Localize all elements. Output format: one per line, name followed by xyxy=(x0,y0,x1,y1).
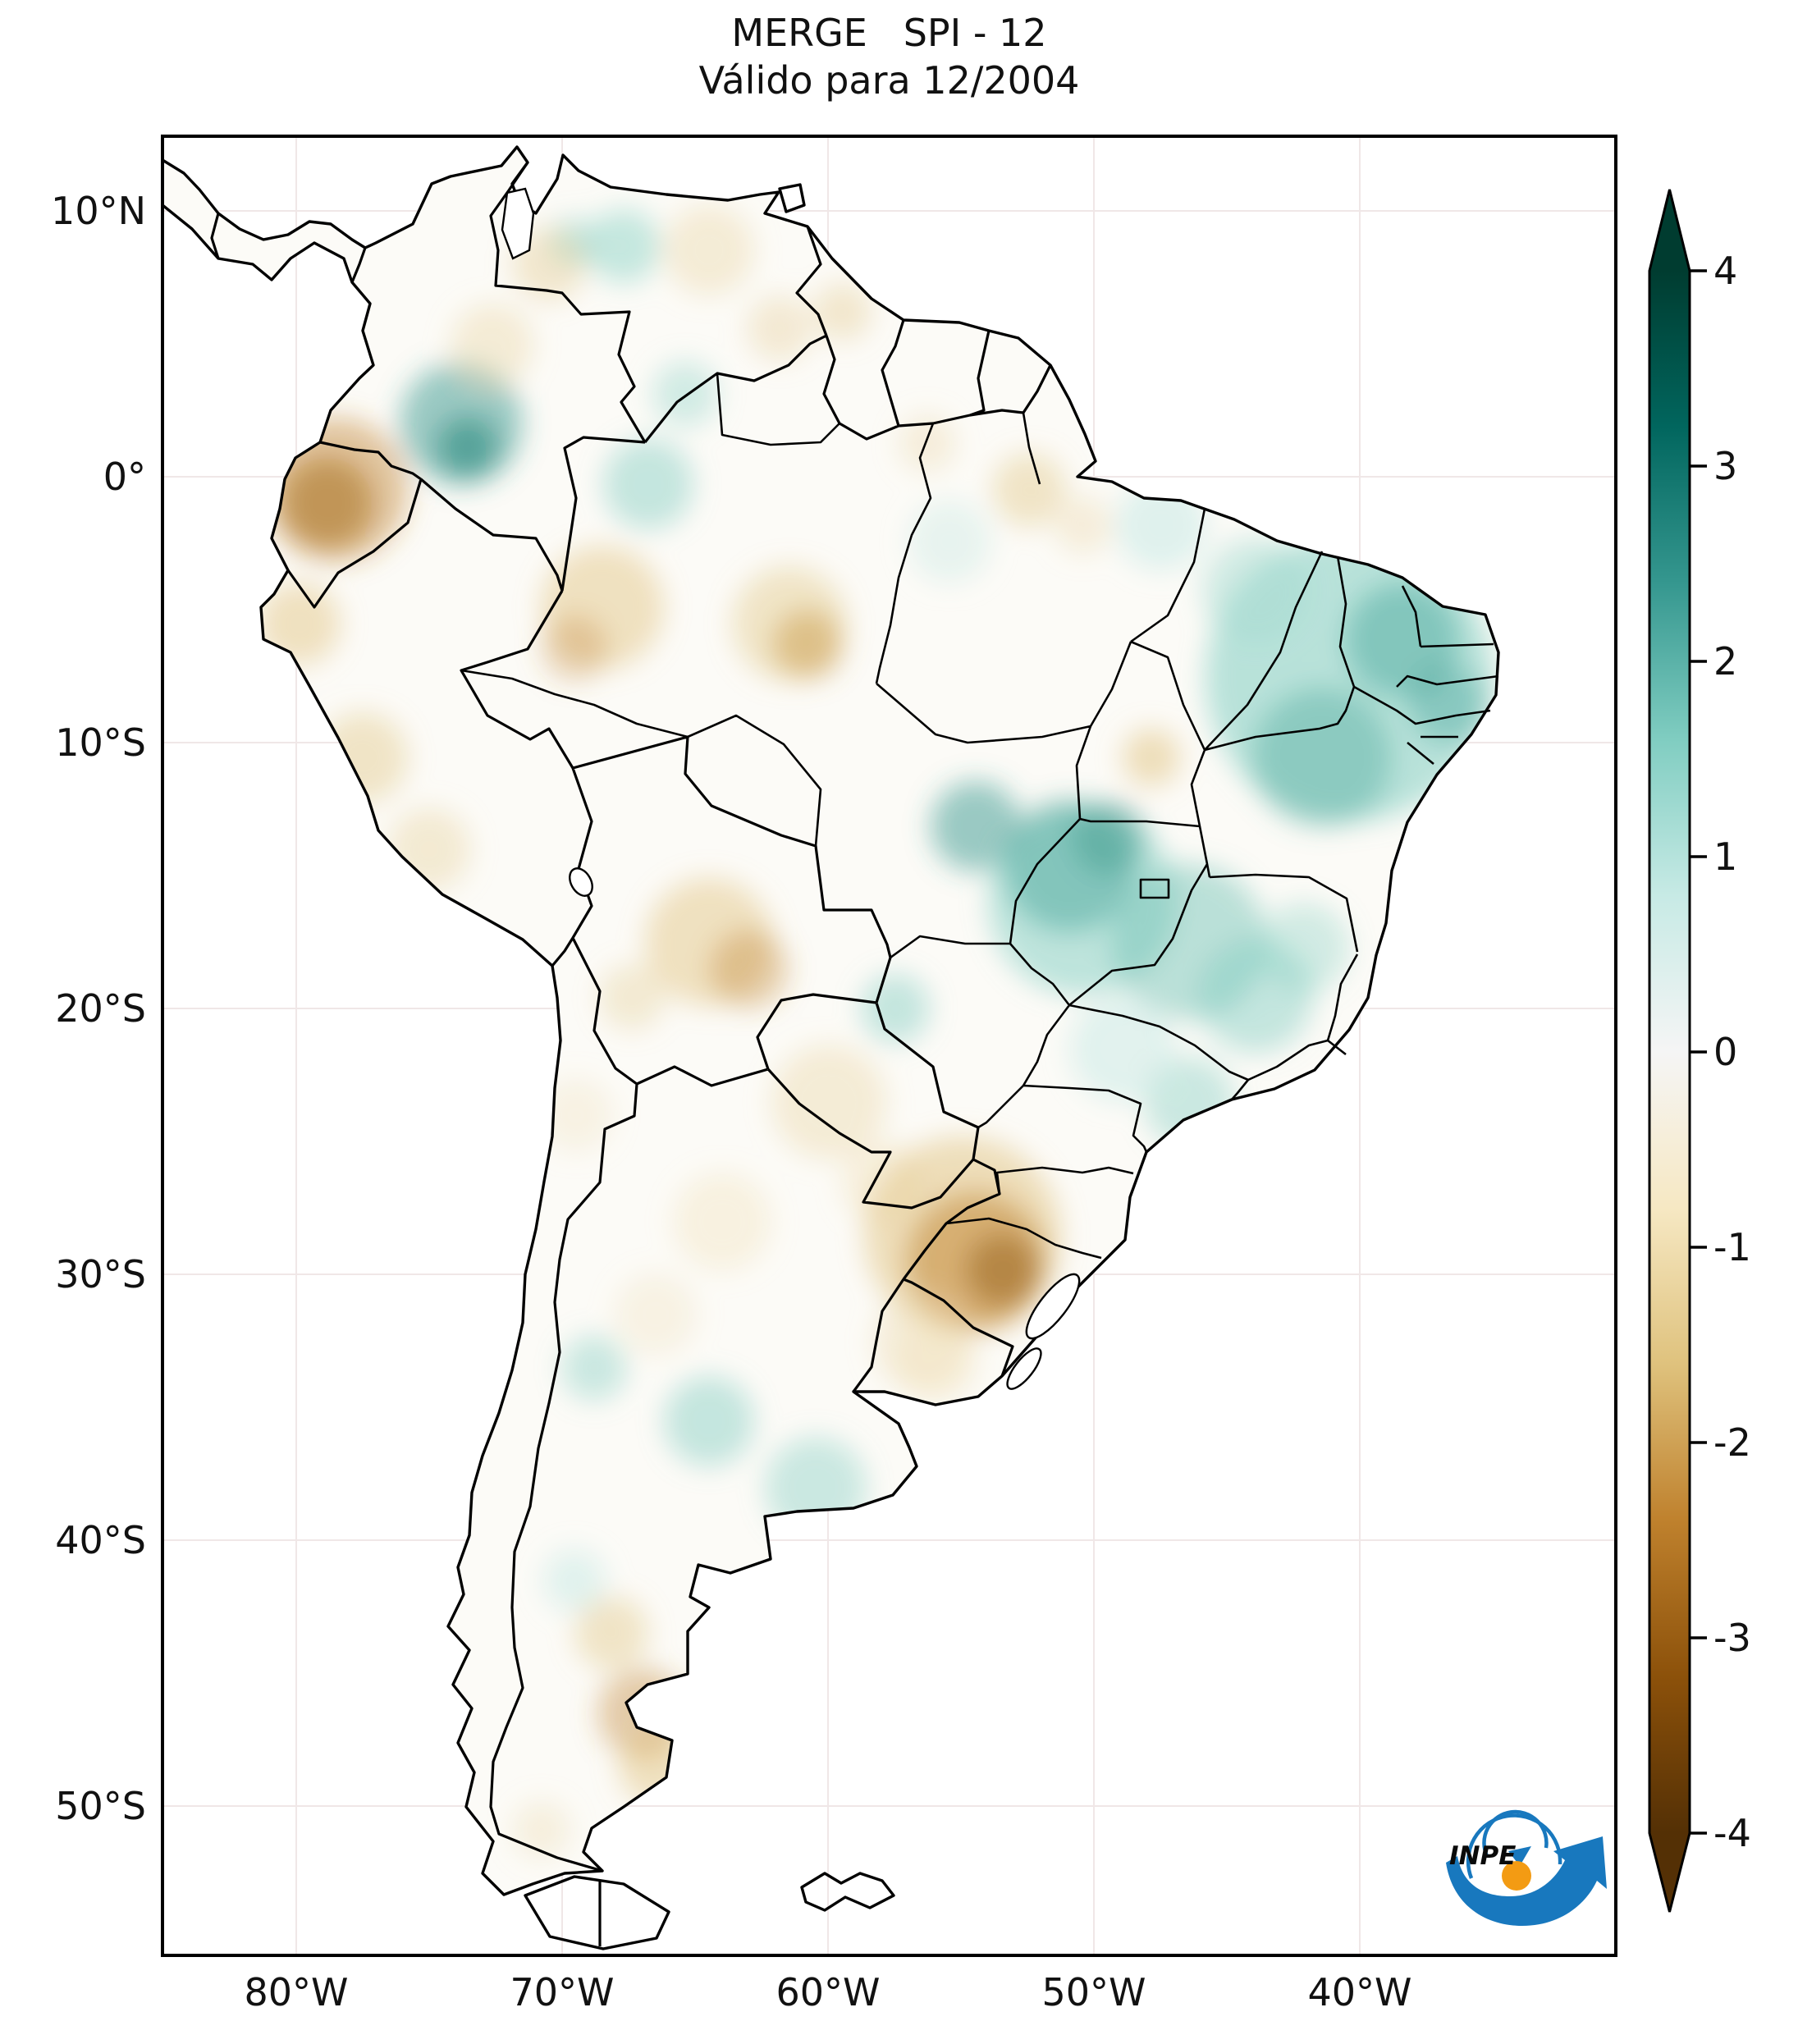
colorbar-tick-label: 3 xyxy=(1713,444,1738,488)
lat-tick-label: 10°N xyxy=(51,189,146,233)
inpe-logo: INPE xyxy=(1446,1809,1607,1926)
lat-tick-label: 0° xyxy=(103,455,146,499)
colorbar-upper-arrow xyxy=(1649,190,1690,271)
inpe-orbit-icon xyxy=(1466,1813,1562,1879)
colorbar-ticks xyxy=(1690,269,1707,1835)
map-frame xyxy=(161,135,1617,1957)
lon-tick-label: 40°W xyxy=(1307,1970,1412,2014)
lagoa-dos-patos xyxy=(1025,1273,1081,1340)
colorbar-gradient xyxy=(1649,271,1690,1833)
inpe-logo-text: INPE xyxy=(1449,1841,1516,1871)
lake-maracaibo xyxy=(501,187,535,260)
coastline xyxy=(162,145,1500,1950)
colorbar-tick-label: 2 xyxy=(1713,639,1738,684)
lon-tick-label: 70°W xyxy=(510,1970,615,2014)
lon-tick-label: 80°W xyxy=(244,1970,349,2014)
lat-tick-label: 30°S xyxy=(55,1252,146,1296)
lat-tick-label: 50°S xyxy=(55,1784,146,1828)
lat-tick-label: 40°S xyxy=(55,1518,146,1562)
colorbar-tick-label: -4 xyxy=(1713,1811,1751,1855)
inpe-arrow-icon xyxy=(1446,1836,1607,1926)
landmass xyxy=(162,147,1498,1895)
inpe-orange-dot xyxy=(1502,1861,1531,1891)
lakes xyxy=(501,187,1081,1390)
colorbar-tick-label: 1 xyxy=(1713,835,1738,879)
colorbar-tick-label: -3 xyxy=(1713,1616,1751,1660)
colorbar-lower-arrow xyxy=(1649,1833,1690,1912)
lon-tick-label: 50°W xyxy=(1041,1970,1146,2014)
inpe-orbit-inner-arc xyxy=(1482,1809,1549,1857)
lat-tick-label: 10°S xyxy=(55,720,146,765)
lagoa-mirim xyxy=(1006,1347,1042,1390)
colorbar xyxy=(1648,189,1707,1913)
state-borders xyxy=(460,373,1499,1260)
figure-title: MERGE SPI - 12 xyxy=(731,11,1047,55)
colorbar-tick-label: 0 xyxy=(1713,1030,1738,1074)
lon-tick-label: 60°W xyxy=(775,1970,881,2014)
lat-tick-label: 20°S xyxy=(55,986,146,1031)
lake-titicaca xyxy=(569,867,593,897)
inpe-orbit-arrowhead xyxy=(1508,1846,1531,1866)
figure-subtitle: Válido para 12/2004 xyxy=(698,58,1080,103)
colorbar-tick-label: -1 xyxy=(1713,1225,1751,1269)
colorbar-tick-label: 4 xyxy=(1713,249,1738,293)
colorbar-tick-label: -2 xyxy=(1713,1420,1751,1465)
